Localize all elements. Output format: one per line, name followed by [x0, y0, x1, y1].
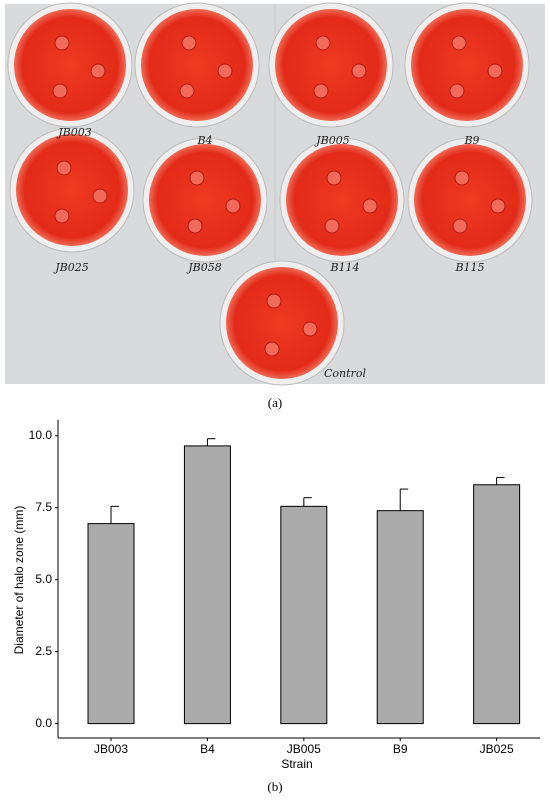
- caption: (b): [267, 779, 282, 794]
- well: [217, 63, 233, 79]
- agar: [149, 144, 261, 256]
- y-axis-label: Diameter of halo zone (mm): [12, 506, 26, 655]
- well: [54, 208, 70, 224]
- x-tick-label: B9: [393, 742, 408, 756]
- y-tick-label: 10.0: [29, 428, 53, 442]
- well: [490, 198, 506, 214]
- agar: [14, 9, 126, 121]
- well: [313, 83, 329, 99]
- well: [189, 170, 205, 186]
- well: [487, 63, 503, 79]
- well: [451, 35, 467, 51]
- well: [452, 218, 468, 234]
- agar: [226, 267, 338, 379]
- plate-label: B115: [454, 261, 484, 274]
- y-tick-label: 0.0: [35, 716, 52, 730]
- x-tick-label: JB003: [94, 742, 128, 756]
- agar: [411, 9, 523, 121]
- bar: [376, 510, 424, 725]
- well: [187, 218, 203, 234]
- bar: [183, 445, 231, 725]
- bar-chart: Diameter of halo zone (mm) Strain 0.0 2.5…: [12, 420, 540, 771]
- x-axis-label: Strain: [281, 757, 312, 771]
- well: [351, 63, 367, 79]
- well: [449, 83, 465, 99]
- agar: [286, 144, 398, 256]
- plate-label: B114: [329, 261, 359, 274]
- well: [362, 198, 378, 214]
- x-tick-label: JB025: [480, 742, 514, 756]
- agar: [275, 9, 387, 121]
- well: [302, 321, 318, 337]
- caption: (a): [268, 395, 282, 410]
- well: [90, 63, 106, 79]
- x-tick-label: B4: [200, 742, 215, 756]
- plate-label: JB003: [56, 126, 92, 139]
- bar: [473, 484, 521, 725]
- well: [181, 35, 197, 51]
- well: [264, 341, 280, 357]
- bar: [87, 523, 135, 725]
- plate-label: JB025: [53, 261, 89, 274]
- well: [324, 218, 340, 234]
- well: [56, 160, 72, 176]
- bar: [280, 505, 328, 725]
- y-tick-label: 2.5: [35, 644, 52, 658]
- well: [179, 83, 195, 99]
- photo: JB003 B4 JB005 B9 JB025 JB058 B114 B115 …: [5, 2, 545, 386]
- y-tick-label: 7.5: [35, 500, 52, 514]
- well: [315, 35, 331, 51]
- plate-label: JB005: [314, 134, 350, 147]
- well: [326, 170, 342, 186]
- agar: [141, 9, 253, 121]
- plate-label: Control: [324, 367, 366, 380]
- well: [92, 188, 108, 204]
- y-tick-label: 5.0: [35, 572, 52, 586]
- x-tick-label: JB005: [287, 742, 321, 756]
- well: [52, 83, 68, 99]
- well: [266, 293, 282, 309]
- well: [225, 198, 241, 214]
- plate-label: B9: [463, 134, 479, 147]
- plate-label: B4: [196, 134, 212, 147]
- well: [54, 35, 70, 51]
- agar: [414, 144, 526, 256]
- well: [454, 170, 470, 186]
- plate-label: JB058: [186, 261, 222, 274]
- agar: [16, 134, 128, 246]
